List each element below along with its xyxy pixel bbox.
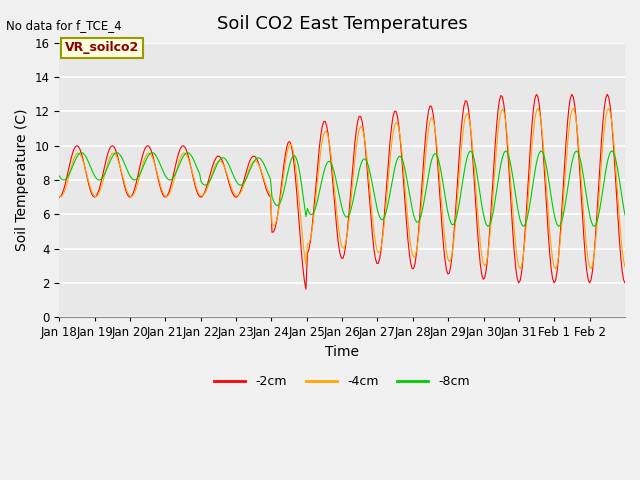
-4cm (346, 205, 354, 211)
Text: VR_soilco2: VR_soilco2 (65, 41, 139, 54)
-8cm (75, 152, 83, 157)
Y-axis label: Soil Temperature (C): Soil Temperature (C) (15, 109, 29, 251)
Line: -2cm: -2cm (60, 94, 625, 289)
-8cm (590, 223, 598, 229)
-8cm (620, 204, 627, 210)
Line: -8cm: -8cm (60, 151, 625, 226)
Legend: -2cm, -4cm, -8cm: -2cm, -4cm, -8cm (209, 370, 475, 393)
-4cm (75, 150, 83, 156)
Text: No data for f_TCE_4: No data for f_TCE_4 (6, 19, 122, 32)
-4cm (534, 106, 541, 111)
-4cm (56, 193, 63, 199)
Title: Soil CO2 East Temperatures: Soil CO2 East Temperatures (217, 15, 467, 33)
-2cm (348, 176, 356, 182)
Line: -4cm: -4cm (60, 108, 625, 269)
-8cm (608, 148, 616, 154)
-4cm (92, 194, 100, 200)
-4cm (621, 264, 629, 270)
-8cm (56, 173, 63, 179)
-4cm (620, 257, 627, 263)
-2cm (75, 144, 83, 150)
-8cm (459, 180, 467, 185)
X-axis label: Time: Time (325, 345, 359, 359)
-2cm (92, 193, 100, 199)
-2cm (620, 277, 627, 283)
-8cm (92, 175, 100, 181)
-2cm (604, 91, 611, 97)
-2cm (302, 287, 310, 292)
-8cm (621, 212, 629, 218)
-8cm (346, 209, 354, 215)
-4cm (459, 133, 467, 139)
-4cm (546, 228, 554, 233)
-2cm (621, 280, 629, 286)
-4cm (516, 266, 524, 272)
-2cm (56, 194, 63, 200)
-2cm (460, 103, 468, 108)
-2cm (545, 230, 552, 236)
-8cm (543, 165, 550, 171)
